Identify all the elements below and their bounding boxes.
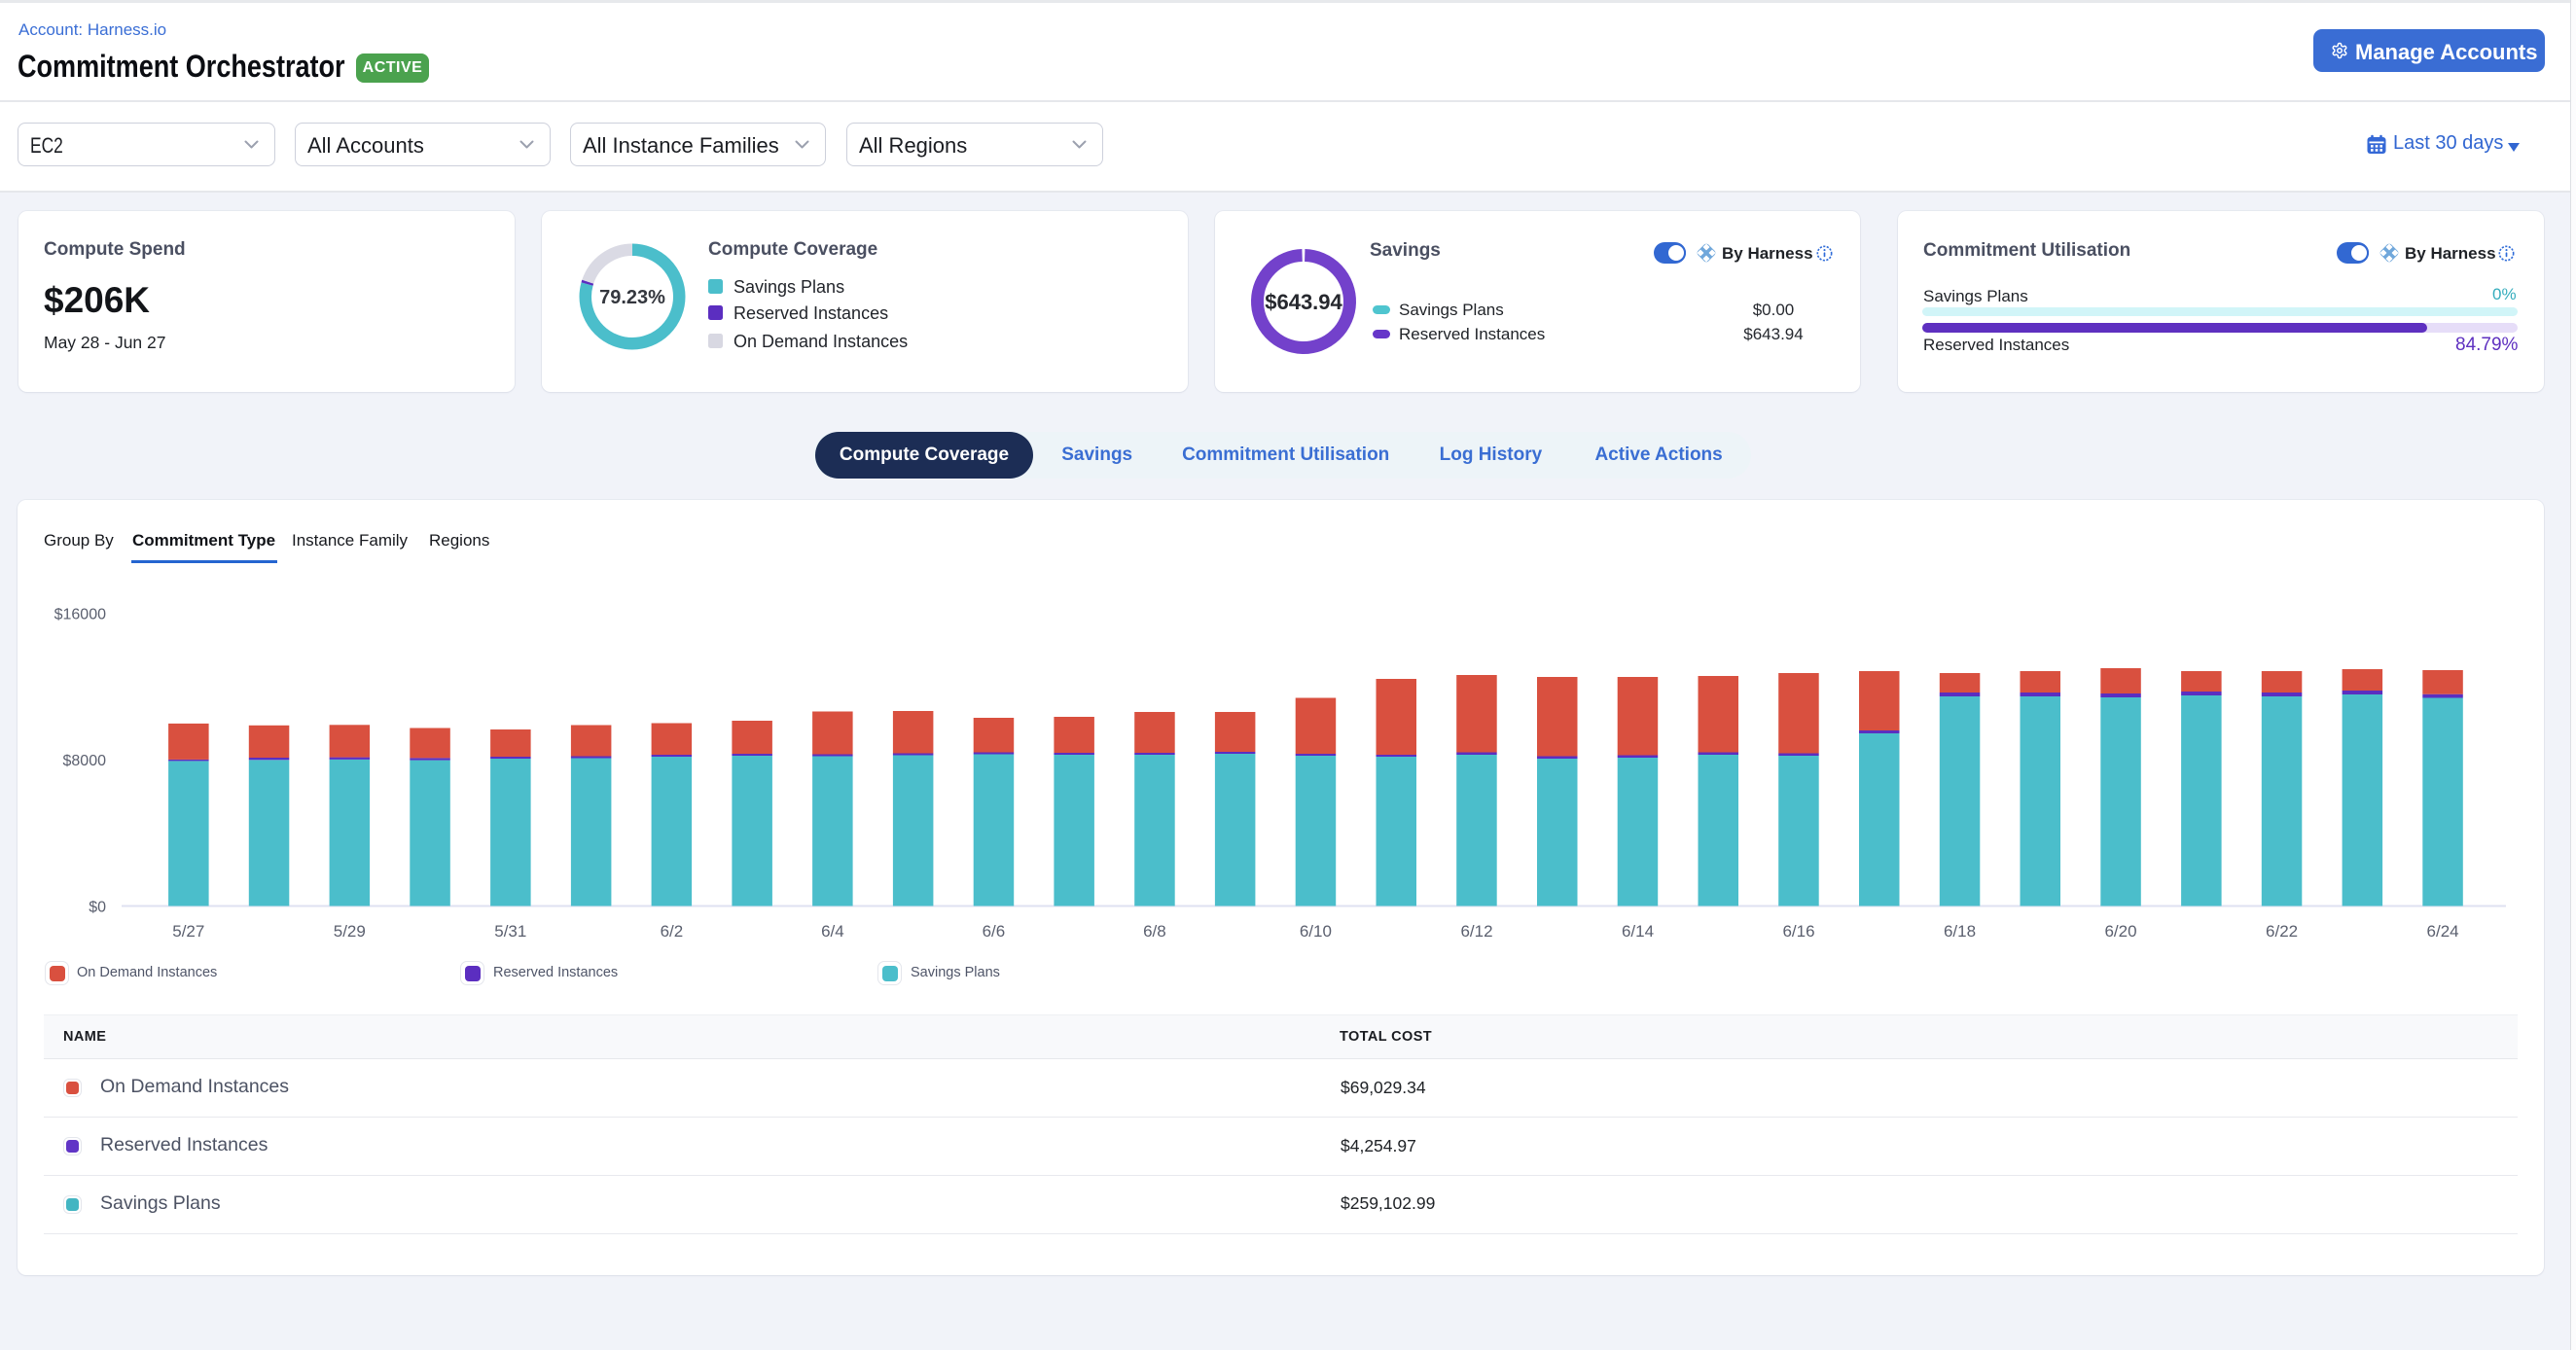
svg-text:6/24: 6/24 xyxy=(2427,922,2459,941)
svg-text:6/18: 6/18 xyxy=(1944,922,1976,941)
svg-text:$0: $0 xyxy=(89,900,106,916)
svg-text:6/2: 6/2 xyxy=(661,922,684,941)
svg-text:$643.94: $643.94 xyxy=(1265,290,1342,314)
svg-text:6/14: 6/14 xyxy=(1622,922,1654,941)
svg-text:6/10: 6/10 xyxy=(1300,922,1332,941)
svg-text:6/16: 6/16 xyxy=(1782,922,1814,941)
svg-text:6/8: 6/8 xyxy=(1143,922,1166,941)
svg-text:$8000: $8000 xyxy=(63,753,107,769)
svg-text:6/6: 6/6 xyxy=(983,922,1006,941)
svg-text:79.23%: 79.23% xyxy=(599,287,665,308)
svg-text:6/22: 6/22 xyxy=(2266,922,2298,941)
svg-text:6/12: 6/12 xyxy=(1460,922,1492,941)
svg-text:5/29: 5/29 xyxy=(334,922,366,941)
svg-text:6/20: 6/20 xyxy=(2104,922,2136,941)
svg-text:6/4: 6/4 xyxy=(821,922,844,941)
svg-text:5/31: 5/31 xyxy=(494,922,526,941)
svg-text:$16000: $16000 xyxy=(54,607,106,623)
svg-text:5/27: 5/27 xyxy=(172,922,204,941)
